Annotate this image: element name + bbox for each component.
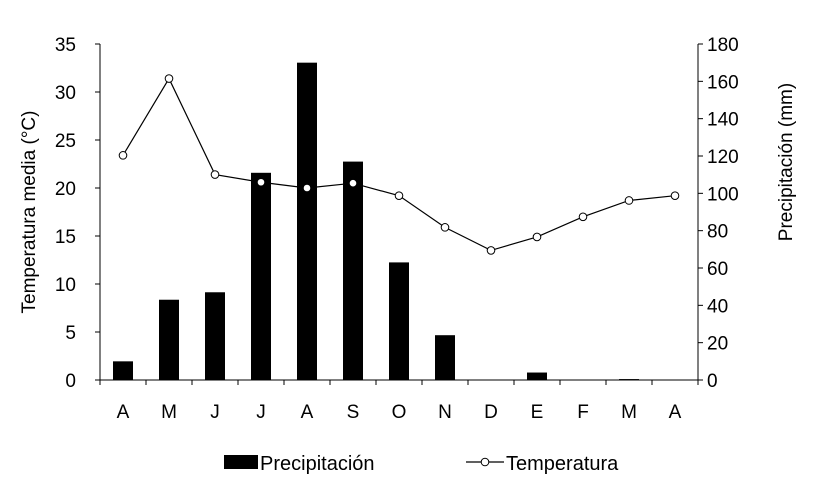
legend-precipitation-swatch [224,455,258,469]
left-tick-label: 10 [55,275,76,296]
left-tick-label: 0 [65,371,76,392]
precipitation-bar [389,262,409,380]
x-tick-label: A [669,402,682,423]
x-tick-label: S [347,402,360,423]
x-tick-label: A [117,402,130,423]
temperature-point [118,151,128,160]
right-tick-label: 140 [707,110,739,131]
temperature-line [122,77,676,252]
right-tick-label: 80 [707,222,728,243]
legend: Precipitación Temperatura [224,453,619,475]
temperature-point [348,178,358,188]
x-tick-label: A [301,402,314,423]
x-tick-label: D [484,402,498,423]
temperature-point [670,191,680,200]
temperature-point [210,170,220,179]
temperature-point [164,74,174,83]
right-tick-label: 40 [707,296,728,317]
temperature-point [532,232,542,242]
right-tick-label: 180 [707,35,739,56]
left-tick-label: 5 [65,323,76,344]
temperature-line-group [118,74,680,255]
left-tick-label: 20 [55,179,76,200]
temperature-point [302,183,312,193]
temperature-point [486,246,496,255]
temperature-point [578,212,588,222]
x-tick-label: M [621,402,637,423]
right-axis-ticks: 0 20 40 60 80 100 120 140 160 180 [698,35,739,392]
x-tick-label: J [256,402,266,423]
x-tick-label: N [438,402,452,423]
right-tick-label: 0 [707,371,718,392]
left-axis-title: Temperatura media (°C) [19,111,40,314]
right-axis-title: Precipitación (mm) [776,83,797,241]
precipitation-bar [113,361,133,380]
left-tick-label: 25 [55,131,76,152]
temperature-point [394,191,404,200]
right-tick-label: 20 [707,334,728,355]
x-tick-label: O [392,402,407,423]
legend-temperature-marker [480,457,490,467]
precipitation-bar [435,335,455,380]
x-tick-label: F [577,402,589,423]
precipitation-bar [159,299,179,380]
x-tick-label: E [531,402,544,423]
x-tick-label: M [161,402,177,423]
right-tick-label: 100 [707,184,739,205]
precipitation-bar [251,172,271,380]
left-tick-label: 35 [55,35,76,56]
right-tick-label: 60 [707,259,728,280]
precipitation-bar [527,372,547,380]
left-tick-label: 15 [55,227,76,248]
precipitation-bars [113,62,639,381]
legend-precipitation-label: Precipitación [260,453,375,475]
precipitation-bar [343,161,363,380]
right-tick-label: 120 [707,147,739,168]
precipitation-bar [297,62,317,381]
legend-temperature-label: Temperatura [506,453,619,475]
x-tick-label: J [210,402,220,423]
left-axis-ticks: 0 5 10 15 20 25 30 35 [55,35,100,392]
temperature-point [624,196,634,205]
temperature-point [440,223,450,232]
left-tick-label: 30 [55,83,76,104]
temperature-point [256,177,266,187]
precipitation-bar [205,292,225,380]
right-tick-label: 160 [707,72,739,93]
